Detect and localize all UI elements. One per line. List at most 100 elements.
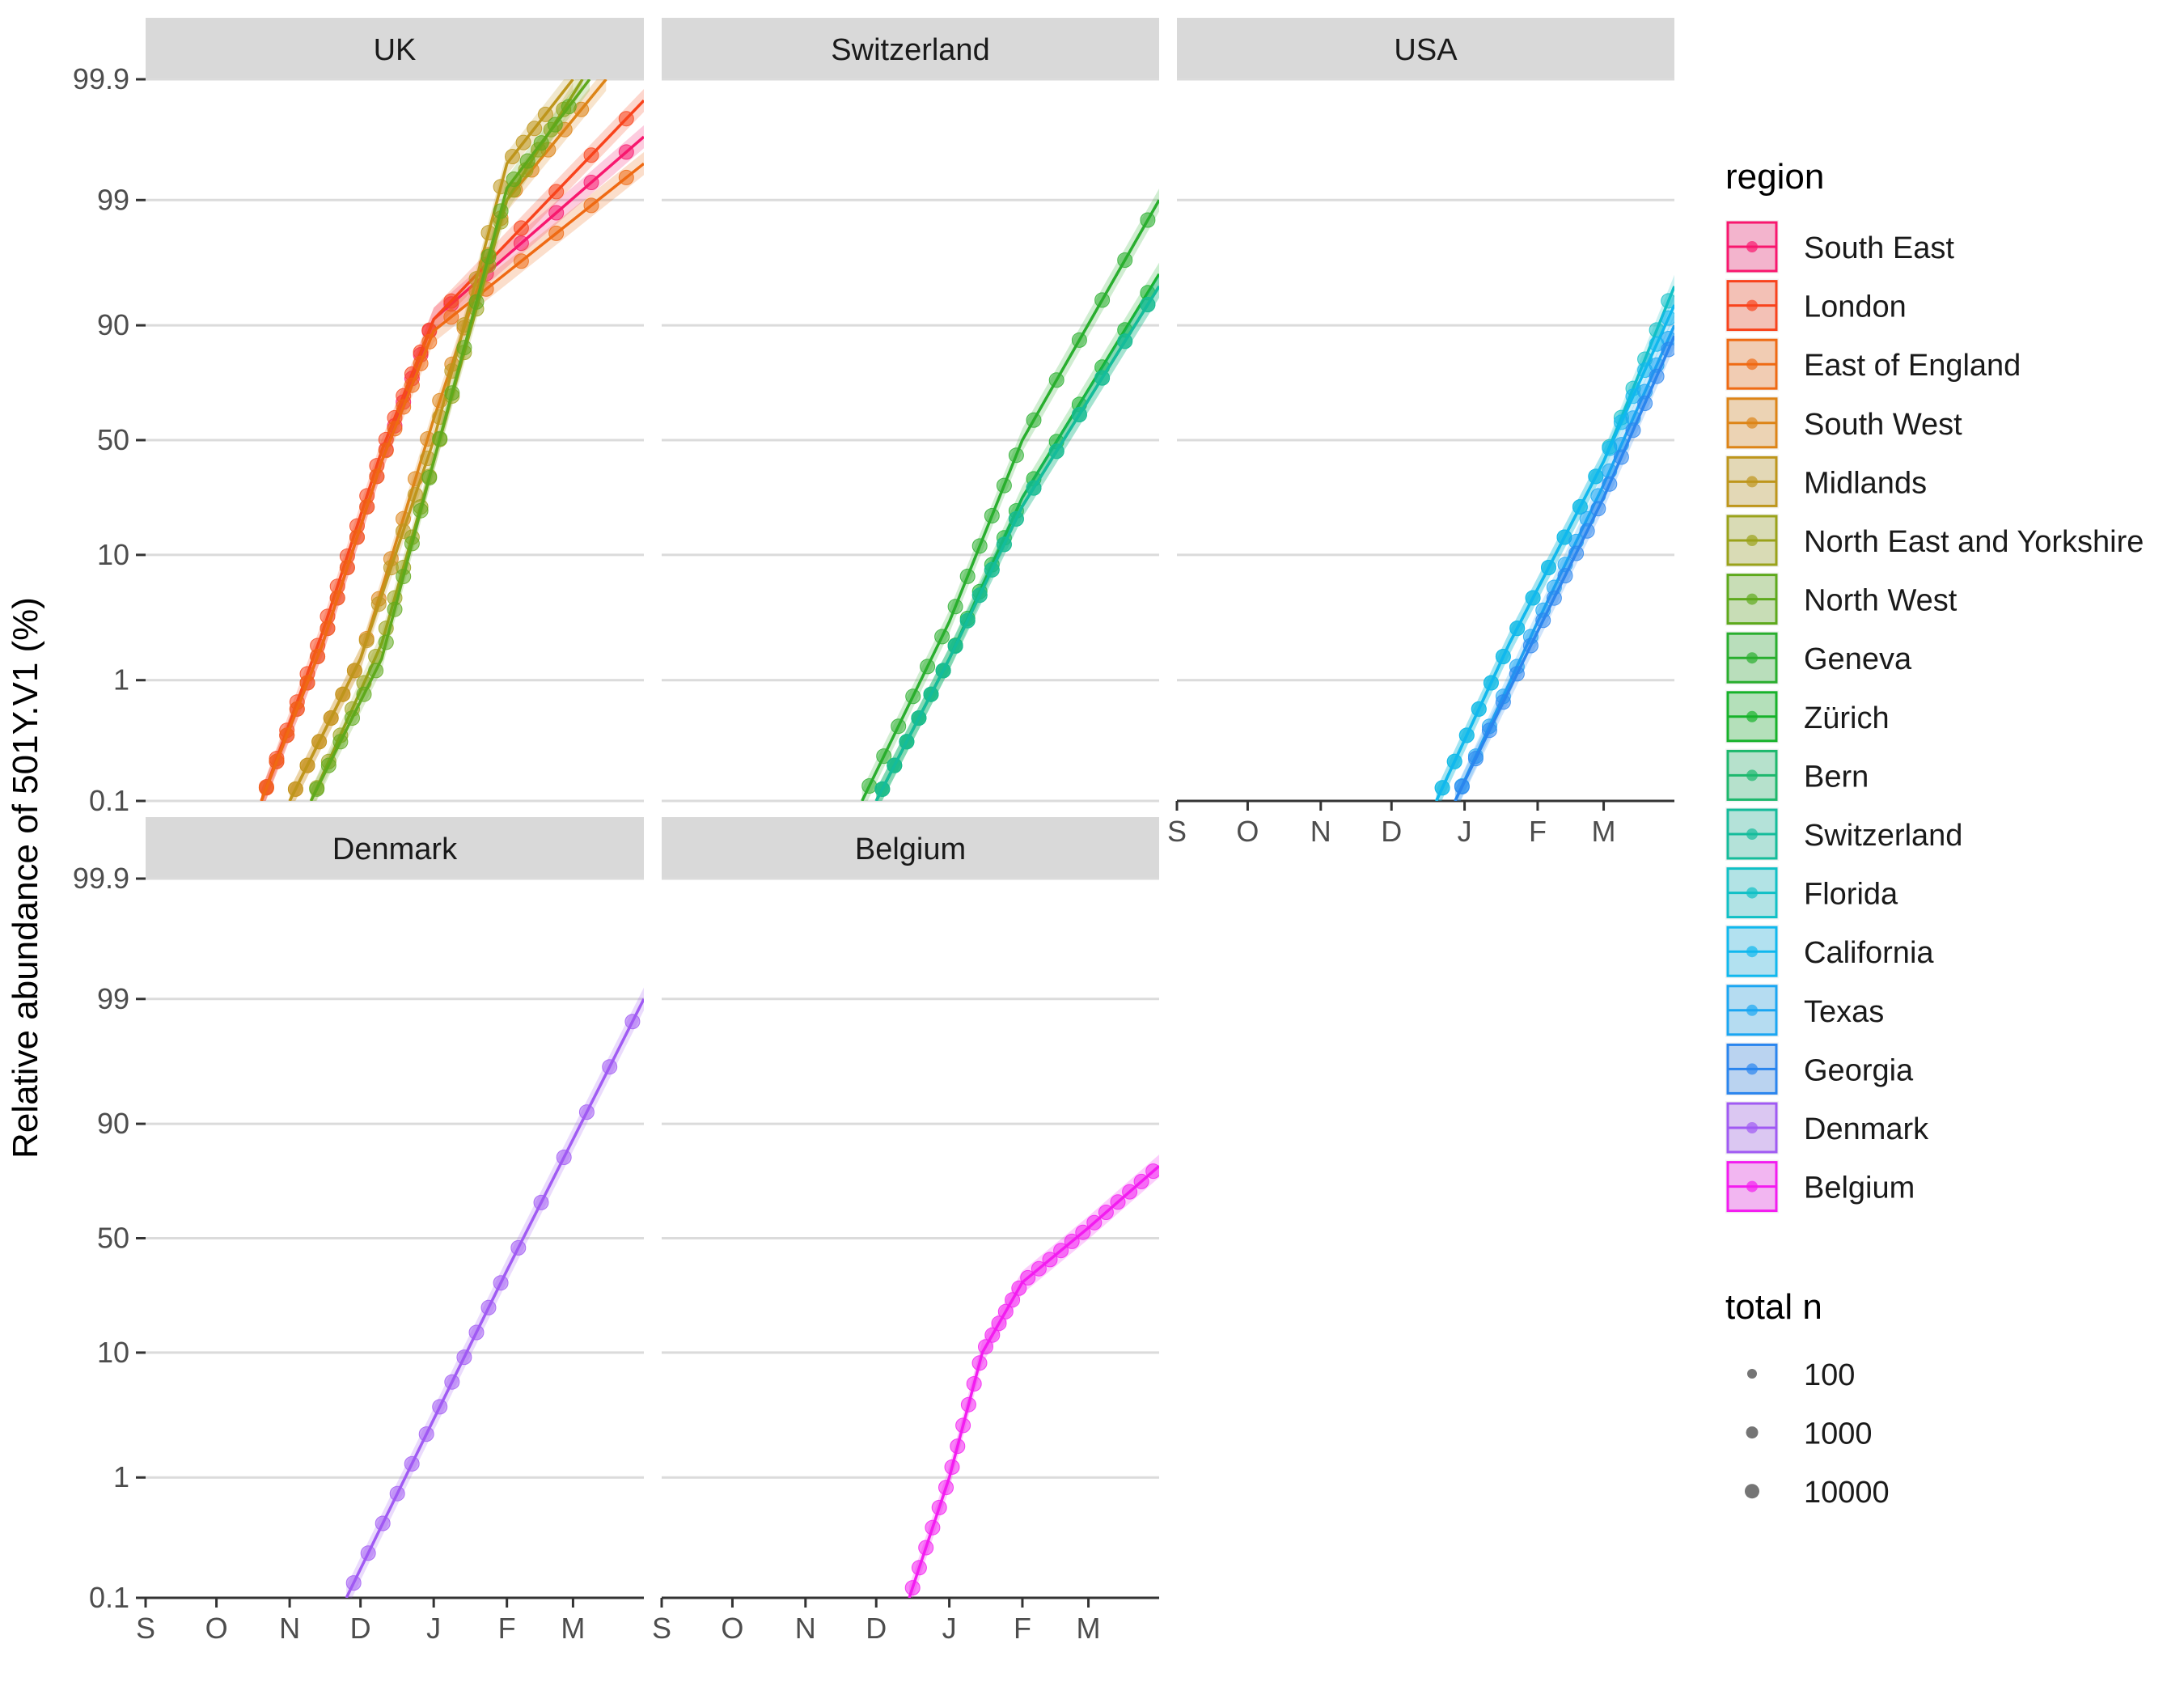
legend-key-point bbox=[1746, 1004, 1758, 1016]
legend-item-east-of-england: East of England bbox=[1725, 337, 2021, 392]
panel-data-uk bbox=[258, 79, 644, 801]
data-point-denmark bbox=[432, 1399, 448, 1415]
data-point-east-of-england bbox=[378, 443, 394, 459]
legend-label: Zürich bbox=[1804, 701, 1890, 735]
data-point-switzerland bbox=[971, 587, 988, 604]
fit-line-geneva bbox=[861, 199, 1159, 801]
legend-label: Florida bbox=[1804, 878, 1898, 912]
data-point-switzerland bbox=[874, 781, 891, 797]
x-tick-label: J bbox=[942, 1612, 957, 1645]
legend-item-georgia: Georgia bbox=[1725, 1042, 1914, 1096]
x-tick-label: F bbox=[1014, 1612, 1031, 1645]
strip-denmark bbox=[146, 817, 644, 879]
strip-label-belgium: Belgium bbox=[855, 832, 966, 866]
data-point-belgium bbox=[978, 1339, 993, 1355]
data-point-belgium bbox=[960, 1396, 976, 1413]
legend-label: Midlands bbox=[1804, 466, 1927, 500]
y-tick-label: 99.9 bbox=[73, 862, 129, 895]
panel-switzerland: Switzerland bbox=[662, 18, 1159, 803]
data-point-florida bbox=[1661, 293, 1674, 309]
data-point-belgium bbox=[991, 1315, 1007, 1332]
data-point-belgium bbox=[944, 1459, 960, 1475]
legend-label: California bbox=[1804, 936, 1934, 970]
ci-band-south-east bbox=[261, 125, 644, 801]
data-point-north-west bbox=[387, 601, 403, 617]
data-point-midlands bbox=[299, 757, 315, 773]
data-point-georgia bbox=[1495, 694, 1511, 710]
data-point-geneva bbox=[1117, 252, 1133, 268]
data-point-north-west bbox=[378, 634, 394, 650]
x-tick-label: J bbox=[1458, 815, 1472, 848]
size-legend-item-100: 100 bbox=[1747, 1358, 1855, 1392]
data-point-north-west bbox=[561, 99, 577, 115]
data-point-denmark bbox=[578, 1104, 595, 1121]
data-point-east-of-england bbox=[339, 560, 355, 575]
data-point-geneva bbox=[905, 688, 921, 705]
data-point-belgium bbox=[918, 1540, 934, 1556]
size-legend-point bbox=[1747, 1369, 1757, 1379]
data-point-north-west bbox=[320, 757, 336, 773]
fit-line-georgia bbox=[1454, 335, 1674, 801]
y-tick-label: 90 bbox=[97, 1107, 129, 1140]
data-point-geneva bbox=[971, 538, 988, 554]
y-tick-label: 90 bbox=[97, 308, 129, 341]
legend-key-point bbox=[1746, 828, 1758, 840]
data-point-california bbox=[1483, 675, 1499, 691]
data-point-california bbox=[1588, 468, 1604, 485]
data-point-east-of-england bbox=[413, 355, 429, 371]
y-tick-label: 50 bbox=[97, 423, 129, 456]
data-point-belgium bbox=[1098, 1205, 1114, 1220]
data-point-denmark bbox=[375, 1515, 391, 1531]
data-point-belgium bbox=[925, 1519, 941, 1536]
x-tick-label: M bbox=[561, 1612, 585, 1645]
legend-label: London bbox=[1804, 290, 1907, 324]
legend-item-london: London bbox=[1725, 278, 1907, 333]
panel-data-belgium bbox=[904, 1154, 1159, 1598]
legend-key-point bbox=[1746, 535, 1758, 546]
y-axis-label: Relative abundance of 501Y.V1 (%) bbox=[6, 597, 45, 1159]
data-point-belgium bbox=[1075, 1224, 1091, 1240]
y-tick-label: 99 bbox=[97, 982, 129, 1015]
data-point-north-west bbox=[345, 710, 360, 726]
data-point-geneva bbox=[876, 748, 892, 765]
legend-label: North West bbox=[1804, 584, 1958, 618]
data-point-switzerland bbox=[923, 686, 939, 702]
data-point-belgium bbox=[971, 1355, 988, 1371]
data-point-georgia bbox=[1535, 612, 1551, 629]
y-tick-label: 99 bbox=[97, 183, 129, 216]
data-point-denmark bbox=[404, 1455, 420, 1472]
data-point-north-west bbox=[480, 248, 497, 265]
legend-key-point bbox=[1746, 1063, 1758, 1075]
data-point-georgia bbox=[1557, 568, 1573, 584]
data-point-california bbox=[1509, 621, 1526, 637]
data-point-georgia bbox=[1467, 751, 1484, 767]
data-point-north-west bbox=[404, 536, 420, 552]
data-point-belgium bbox=[904, 1580, 921, 1596]
data-point-midlands bbox=[335, 686, 351, 702]
legend-item-midlands: Midlands bbox=[1725, 455, 1927, 509]
data-point-london bbox=[548, 184, 565, 200]
data-point-georgia bbox=[1579, 523, 1595, 539]
data-point-switzerland bbox=[1008, 510, 1024, 527]
data-point-georgia bbox=[1546, 590, 1562, 606]
data-point-geneva bbox=[934, 629, 950, 645]
data-point-california bbox=[1458, 727, 1475, 743]
strip-label-denmark: Denmark bbox=[332, 832, 458, 866]
data-point-belgium bbox=[1086, 1214, 1103, 1231]
data-point-switzerland bbox=[935, 663, 951, 679]
y-tick-label: 0.1 bbox=[89, 784, 129, 817]
legend-item-south-east: South East bbox=[1725, 220, 1954, 273]
legend-key-point bbox=[1746, 417, 1758, 429]
data-point-belgium bbox=[955, 1417, 971, 1434]
legend-size-keys: 100 1000 10000 bbox=[1745, 1358, 1890, 1510]
legend-key-point bbox=[1746, 241, 1758, 252]
data-point-georgia bbox=[1509, 666, 1525, 682]
data-point-midlands bbox=[370, 596, 387, 612]
data-point-midlands bbox=[515, 134, 531, 150]
data-point-north-west bbox=[468, 294, 485, 310]
data-point-north-west bbox=[332, 734, 349, 750]
data-point-geneva bbox=[984, 508, 1000, 523]
data-point-london bbox=[443, 293, 459, 309]
data-point-midlands bbox=[527, 121, 543, 137]
